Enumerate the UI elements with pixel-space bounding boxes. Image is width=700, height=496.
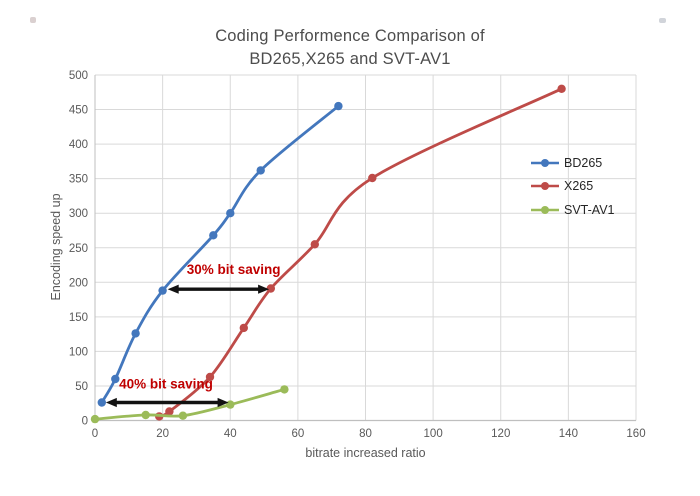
y-tick-label: 200	[69, 277, 88, 289]
annotation-text: 40% bit saving	[119, 377, 213, 392]
y-tick-label: 300	[69, 208, 88, 220]
data-point-x265	[557, 84, 566, 94]
data-point-svt-av1	[226, 400, 235, 409]
data-point-bd265	[111, 374, 120, 384]
chart-legend: BD265 X265 SVT-AV1	[530, 151, 614, 222]
y-tick-label: 350	[69, 174, 88, 186]
chart-title: Coding Performence Comparison of BD265,X…	[0, 25, 700, 70]
y-axis-title: Encoding speed up	[49, 193, 63, 301]
x-tick-label: 140	[559, 428, 578, 440]
data-point-bd265	[131, 329, 140, 338]
series-x265	[155, 84, 566, 421]
legend-marker-icon	[541, 158, 549, 167]
y-tick-labels: 0 50 100 150 200 250 300 350 400 450 500	[69, 70, 88, 428]
arrowhead	[217, 397, 229, 408]
legend-item-x265: X265	[530, 175, 614, 199]
y-tick-label: 400	[69, 139, 88, 151]
legend-label: X265	[564, 179, 594, 194]
legend-swatch-icon	[531, 158, 559, 167]
y-tick-label: 250	[69, 243, 88, 255]
annotation-text: 30% bit saving	[187, 262, 281, 277]
x-tick-label: 60	[291, 428, 304, 440]
annotation: 30% bit saving	[167, 262, 281, 294]
data-point-bd265	[97, 398, 107, 407]
gridlines	[94, 74, 637, 421]
x-tick-labels: 0 20 40 60 80 100 120 140 160	[92, 428, 646, 440]
data-point-x265	[368, 173, 377, 183]
data-point-svt-av1	[178, 411, 188, 420]
y-tick-label: 450	[69, 105, 88, 117]
chart-title-line1: Coding Performence Comparison of	[215, 27, 485, 45]
x-tick-label: 20	[156, 428, 169, 440]
data-point-x265	[239, 323, 248, 333]
y-tick-label: 0	[82, 416, 88, 428]
annotation: 40% bit saving	[105, 377, 229, 408]
data-point-svt-av1	[280, 385, 289, 394]
data-point-x265	[205, 372, 215, 382]
data-point-x265	[266, 284, 275, 293]
data-point-bd265	[226, 209, 235, 218]
legend-label: BD265	[564, 155, 603, 170]
corner-artifact-left	[30, 17, 36, 23]
y-tick-label: 100	[69, 346, 88, 358]
data-point-x265	[165, 407, 174, 416]
data-point-bd265	[256, 166, 265, 175]
x-tick-label: 40	[224, 428, 237, 440]
corner-artifact-right	[659, 18, 666, 23]
series-svt-av1	[90, 385, 289, 424]
x-tick-label: 80	[359, 428, 372, 440]
data-point-bd265	[334, 101, 343, 111]
legend-marker-icon	[541, 205, 549, 214]
series-line-svt-av1	[93, 388, 286, 421]
series-line-bd265	[100, 104, 340, 404]
data-point-bd265	[158, 286, 167, 295]
legend-marker-icon	[541, 182, 549, 191]
arrowhead	[167, 284, 179, 294]
x-tick-label: 120	[491, 428, 510, 440]
series-bd265	[97, 101, 343, 407]
data-point-svt-av1	[90, 414, 100, 424]
data-point-svt-av1	[141, 410, 150, 420]
y-tick-label: 50	[75, 381, 88, 393]
x-tick-label: 0	[92, 428, 98, 440]
arrowhead	[105, 397, 117, 408]
legend-swatch-icon	[531, 182, 559, 191]
data-point-bd265	[209, 231, 218, 240]
x-tick-label: 100	[424, 428, 443, 440]
y-tick-label: 500	[69, 70, 88, 82]
chart-title-line2: BD265,X265 and SVT-AV1	[249, 49, 451, 68]
data-point-x265	[310, 240, 319, 249]
x-axis-title: bitrate increased ratio	[305, 446, 426, 460]
legend-item-bd265: BD265	[530, 151, 614, 175]
arrowhead	[258, 284, 270, 294]
legend-swatch-icon	[531, 205, 559, 214]
legend-item-svt-av1: SVT-AV1	[530, 198, 614, 222]
y-tick-label: 150	[69, 312, 88, 324]
legend-label: SVT-AV1	[564, 202, 615, 217]
x-tick-label: 160	[626, 428, 645, 440]
